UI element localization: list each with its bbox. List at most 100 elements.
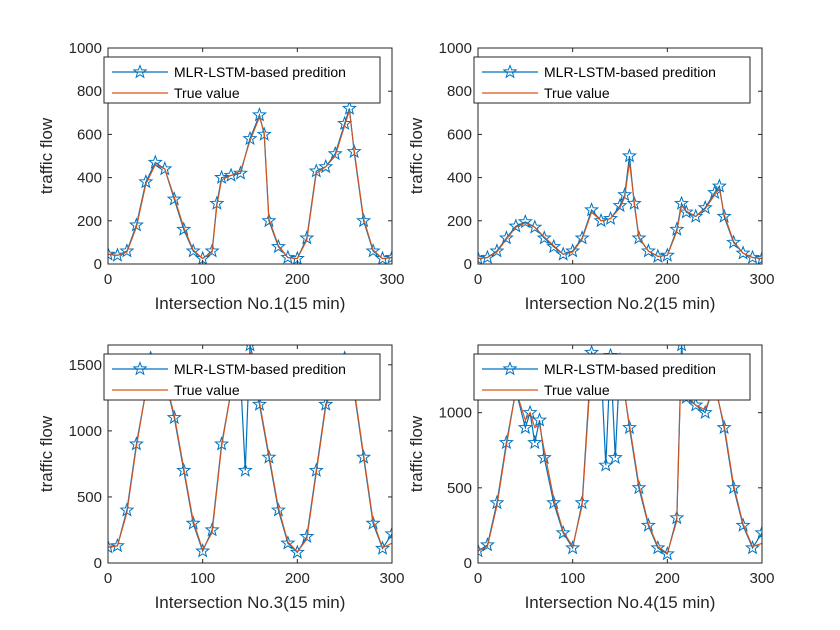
y-tick-label: 400 [77, 170, 102, 187]
prediction-point [489, 243, 505, 258]
axes-box [477, 344, 763, 564]
prediction-point [176, 221, 192, 236]
legend-entry-label: True value [544, 382, 610, 398]
x-tick-label: 100 [560, 271, 585, 288]
prediction-point [270, 238, 286, 254]
prediction-point [726, 479, 742, 495]
series-line-true-value [478, 162, 762, 260]
y-tick-label: 600 [77, 126, 102, 143]
prediction-point [479, 537, 496, 552]
y-axis-label: traffic flow [407, 117, 426, 194]
legend-box [103, 353, 381, 401]
legend-star-icon [132, 64, 148, 79]
prediction-point [754, 250, 762, 264]
y-tick-label: 600 [447, 126, 472, 143]
x-tick-label: 100 [560, 570, 585, 587]
prediction-point [659, 247, 675, 262]
prediction-point [166, 409, 182, 425]
prediction-point [384, 249, 392, 264]
legend-box [473, 56, 751, 104]
prediction-point [204, 243, 220, 258]
y-axis-label: traffic flow [407, 415, 426, 492]
prediction-point [744, 540, 761, 555]
y-tick-label: 0 [464, 256, 472, 273]
y-tick-label: 200 [447, 213, 472, 230]
prediction-point [365, 243, 381, 258]
series-line-true-value [108, 110, 392, 260]
x-tick-label: 0 [474, 271, 482, 288]
y-tick-label: 500 [447, 480, 472, 497]
prediction-point [374, 540, 391, 555]
y-tick-label: 800 [77, 83, 102, 100]
prediction-point [716, 419, 732, 435]
x-axis-label: Intersection No.3(15 min) [155, 593, 346, 612]
legend-entry-label: True value [174, 382, 240, 398]
legend-entry-label: True value [174, 85, 240, 101]
prediction-point [346, 143, 362, 159]
prediction-point [522, 404, 538, 420]
chart-panel-4: 0 100 200 300 0 500 1000 Intersection No.4(15 m… [407, 344, 775, 612]
y-tick-label: 1000 [69, 40, 102, 57]
x-tick-label: 200 [655, 570, 680, 587]
prediction-point [261, 449, 277, 464]
y-tick-label: 1000 [69, 423, 102, 440]
legend: MLR-LSTM-based predition True value [103, 353, 381, 401]
prediction-point [607, 449, 623, 465]
y-tick-label: 1500 [69, 357, 102, 374]
prediction-point [676, 345, 687, 352]
legend-entry-label: MLR-LSTM-based predition [174, 361, 346, 377]
y-tick-label: 200 [77, 213, 102, 230]
prediction-point [365, 515, 381, 530]
legend-star-icon [132, 361, 148, 376]
chart-panel-1: 0 100 200 300 0 200 400 600 800 1000 Intersection … [37, 40, 405, 313]
prediction-point [517, 419, 533, 435]
series-line-prediction [478, 345, 762, 555]
legend-star-icon [502, 64, 518, 79]
y-tick-label: 800 [447, 83, 472, 100]
prediction-point [185, 515, 201, 530]
x-tick-label: 0 [474, 570, 482, 587]
prediction-point [289, 544, 305, 559]
legend-entry-label: MLR-LSTM-based predition [544, 64, 716, 80]
prediction-point [232, 165, 249, 180]
prediction-point [565, 243, 581, 258]
y-tick-label: 1000 [439, 405, 472, 422]
prediction-point [166, 191, 182, 206]
prediction-point [678, 204, 694, 219]
prediction-point [621, 419, 638, 435]
legend: MLR-LSTM-based predition True value [473, 353, 751, 401]
prediction-point [726, 234, 742, 249]
prediction-point [536, 449, 552, 465]
prediction-point [555, 246, 571, 261]
y-tick-label: 0 [94, 555, 102, 572]
axes-box [477, 47, 763, 265]
x-tick-label: 300 [749, 570, 774, 587]
prediction-point [626, 195, 642, 210]
x-tick-label: 300 [379, 570, 404, 587]
x-tick-label: 300 [379, 271, 404, 288]
prediction-point [697, 199, 713, 215]
prediction-point [621, 148, 638, 163]
y-tick-label: 0 [464, 555, 472, 572]
prediction-point [735, 245, 751, 260]
prediction-point [270, 502, 286, 517]
prediction-point [356, 449, 372, 464]
x-axis-label: Intersection No.2(15 min) [525, 294, 716, 313]
prediction-point [574, 230, 590, 245]
prediction-point [716, 208, 732, 223]
x-tick-label: 200 [655, 271, 680, 288]
prediction-point [318, 158, 334, 174]
prediction-point [508, 218, 524, 233]
x-axis-label: Intersection No.1(15 min) [155, 294, 346, 313]
y-axis-label: traffic flow [37, 415, 56, 492]
prediction-point [498, 230, 514, 245]
x-tick-label: 100 [190, 570, 215, 587]
legend: MLR-LSTM-based predition True value [473, 56, 751, 104]
prediction-point [531, 412, 548, 427]
prediction-point [631, 479, 647, 495]
prediction-point [754, 524, 762, 540]
prediction-point [195, 543, 211, 558]
prediction-point [546, 494, 562, 510]
chart-panel-3: 0 100 200 300 0 500 1000 1500 Intersection No.3(… [37, 344, 405, 612]
